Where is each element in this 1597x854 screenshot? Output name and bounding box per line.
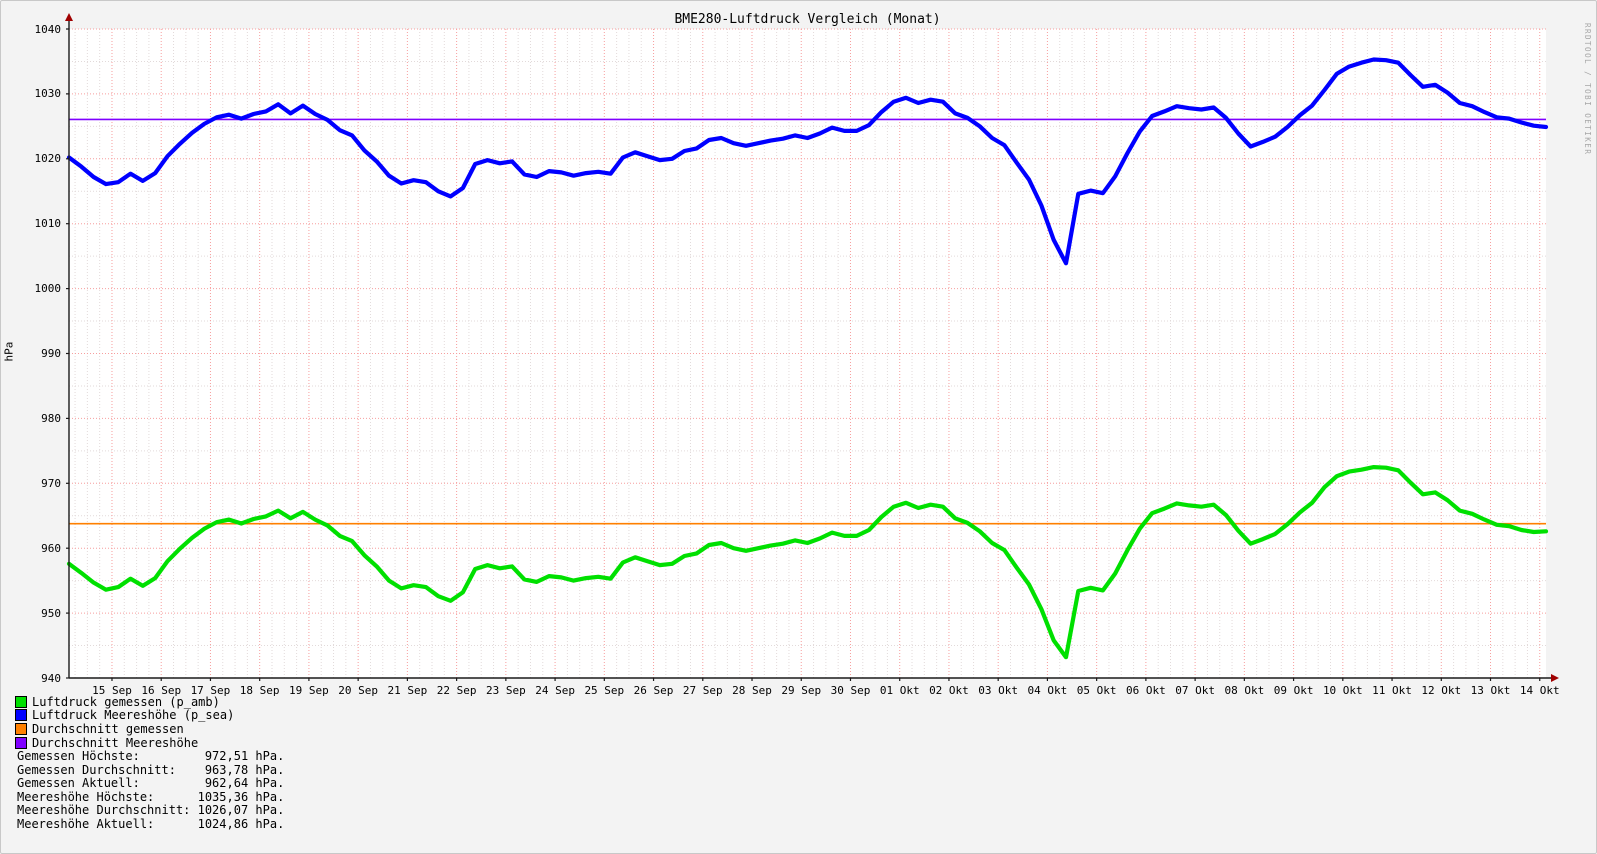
- x-tick-label: 30 Sep: [830, 684, 871, 697]
- stats-unit: hPa.: [255, 762, 285, 777]
- x-tick-label: 27 Sep: [682, 684, 723, 697]
- y-tick-label: 1030: [34, 87, 62, 101]
- x-tick-label: 05 Okt: [1076, 684, 1117, 697]
- stats-value: 972,51: [204, 749, 249, 763]
- stats-label: Gemessen Durchschnitt:: [17, 762, 176, 777]
- x-tick-label: 24 Sep: [535, 684, 575, 697]
- x-tick-label: 01 Okt: [879, 684, 920, 697]
- stats-row: Gemessen Durchschnitt: 963,78 hPa.: [17, 764, 284, 778]
- legend-swatch-icon: [15, 736, 27, 749]
- legend-label: Luftdruck gemessen (p_amb): [32, 694, 220, 709]
- x-tick-label: 23 Sep: [485, 684, 526, 697]
- x-tick-label: 12 Okt: [1421, 684, 1462, 697]
- stats-label: Meereshöhe Durchschnitt:: [17, 803, 191, 818]
- y-tick-label: 1040: [34, 22, 62, 36]
- legend-swatch-icon: [15, 722, 27, 735]
- x-tick-label: 19 Sep: [289, 684, 329, 697]
- stats-row: Gemessen Höchste: 972,51 hPa.: [17, 750, 284, 764]
- stats-label: Gemessen Höchste:: [17, 749, 140, 763]
- x-tick-label: 26 Sep: [633, 684, 674, 697]
- y-axis-arrow: [65, 13, 73, 21]
- rrdtool-watermark: RRDTOOL / TOBI OETIKER: [1583, 23, 1592, 156]
- y-tick-label: 940: [41, 671, 61, 685]
- y-tick-label: 960: [41, 541, 61, 555]
- x-tick-label: 03 Okt: [978, 684, 1019, 697]
- x-tick-label: 15 Sep: [92, 684, 132, 697]
- chart-legend: Luftdruck gemessen (p_amb) Luftdruck Meer…: [15, 695, 234, 749]
- y-tick-label: 990: [41, 347, 61, 360]
- stats-value: 963,78: [204, 762, 249, 777]
- series-line: [66, 465, 1549, 660]
- stats-value: 1035,36: [197, 789, 249, 804]
- x-tick-label: 08 Okt: [1224, 684, 1265, 697]
- x-tick-label: 09 Okt: [1273, 684, 1314, 697]
- y-tick-label: 970: [41, 476, 61, 490]
- y-tick-label: 1010: [34, 217, 62, 231]
- stats-unit: hPa.: [255, 789, 285, 804]
- stats-label: Meereshöhe Aktuell:: [17, 816, 155, 831]
- legend-label: Durchschnitt Meereshöhe: [32, 735, 199, 750]
- stats-block: Gemessen Höchste: 972,51 hPa. Gemessen Durc…: [17, 750, 284, 832]
- x-tick-label: 04 Okt: [1027, 684, 1068, 697]
- x-tick-label: 10 Okt: [1322, 684, 1363, 697]
- stats-row: Meereshöhe Aktuell: 1024,86 hPa.: [17, 818, 284, 832]
- x-tick-label: 13 Okt: [1470, 684, 1511, 697]
- stats-row: Meereshöhe Höchste: 1035,36 hPa.: [17, 791, 284, 805]
- y-tick-label: 950: [41, 606, 61, 620]
- x-tick-label: 06 Okt: [1126, 684, 1166, 697]
- legend-label: Durchschnitt gemessen: [32, 721, 184, 736]
- x-tick-label: 20 Sep: [338, 684, 379, 697]
- x-tick-label: 28 Sep: [732, 684, 772, 697]
- legend-label: Luftdruck Meereshöhe (p_sea): [32, 708, 235, 723]
- y-tick-label: 1000: [34, 282, 62, 296]
- legend-swatch-icon: [15, 695, 27, 708]
- legend-row: Durchschnitt Meereshöhe: [15, 736, 234, 750]
- x-tick-label: 29 Sep: [781, 684, 822, 697]
- stats-value: 1026,07: [197, 803, 249, 818]
- stats-unit: hPa.: [255, 816, 285, 831]
- stats-label: Gemessen Aktuell:: [17, 776, 140, 791]
- stats-row: Meereshöhe Durchschnitt: 1026,07 hPa.: [17, 804, 284, 818]
- x-tick-label: 16 Sep: [141, 684, 182, 697]
- stats-unit: hPa.: [255, 803, 285, 818]
- x-tick-label: 02 Okt: [929, 684, 969, 697]
- y-tick-label: 980: [41, 411, 61, 425]
- legend-swatch-icon: [15, 709, 27, 722]
- x-tick-label: 22 Sep: [436, 684, 477, 697]
- x-tick-label: 25 Sep: [584, 684, 625, 697]
- chart-title: BME280-Luftdruck Vergleich (Monat): [674, 12, 941, 27]
- stats-label: Meereshöhe Höchste:: [17, 789, 155, 804]
- y-tick-label: 1020: [34, 152, 62, 166]
- x-tick-label: 21 Sep: [387, 684, 428, 697]
- legend-row: Durchschnitt gemessen: [15, 722, 234, 736]
- x-tick-label: 11 Okt: [1372, 684, 1412, 697]
- x-tick-label: 18 Sep: [239, 684, 280, 697]
- x-tick-label: 17 Sep: [190, 684, 231, 697]
- legend-row: Luftdruck gemessen (p_amb): [15, 695, 234, 709]
- series-line: [66, 57, 1549, 266]
- legend-row: Luftdruck Meereshöhe (p_sea): [15, 709, 234, 723]
- x-tick-label: 07 Okt: [1175, 684, 1215, 697]
- stats-value: 1024,86: [197, 816, 249, 831]
- stats-value: 962,64: [204, 776, 249, 791]
- stats-unit: hPa.: [255, 749, 285, 763]
- x-axis-arrow: [1551, 674, 1559, 682]
- stats-row: Gemessen Aktuell: 962,64 hPa.: [17, 777, 284, 791]
- x-tick-label: 14 Okt: [1519, 684, 1560, 697]
- stats-unit: hPa.: [255, 776, 285, 791]
